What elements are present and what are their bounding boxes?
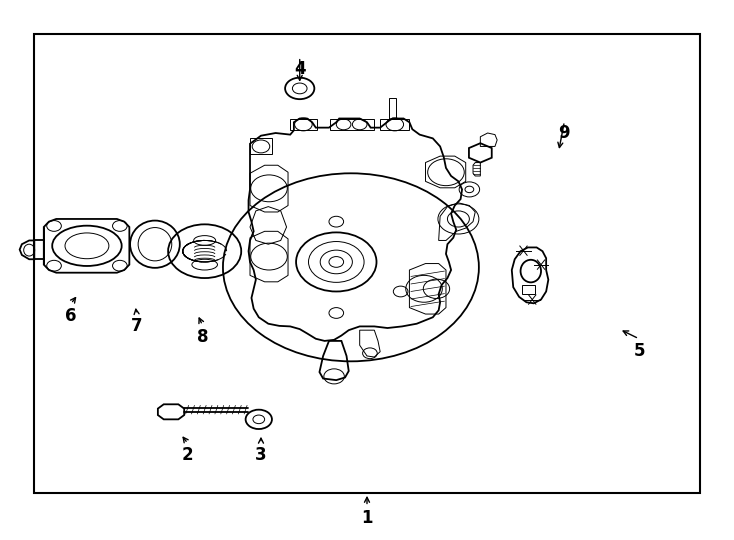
Text: 2: 2 xyxy=(182,447,194,464)
Text: 7: 7 xyxy=(131,318,142,335)
Text: 6: 6 xyxy=(65,307,76,325)
Text: 1: 1 xyxy=(361,509,373,527)
Text: 5: 5 xyxy=(633,342,644,360)
Text: 9: 9 xyxy=(559,124,570,142)
Text: 3: 3 xyxy=(255,447,266,464)
Bar xyxy=(34,33,700,493)
Text: 8: 8 xyxy=(197,328,208,346)
Text: 4: 4 xyxy=(294,59,305,78)
